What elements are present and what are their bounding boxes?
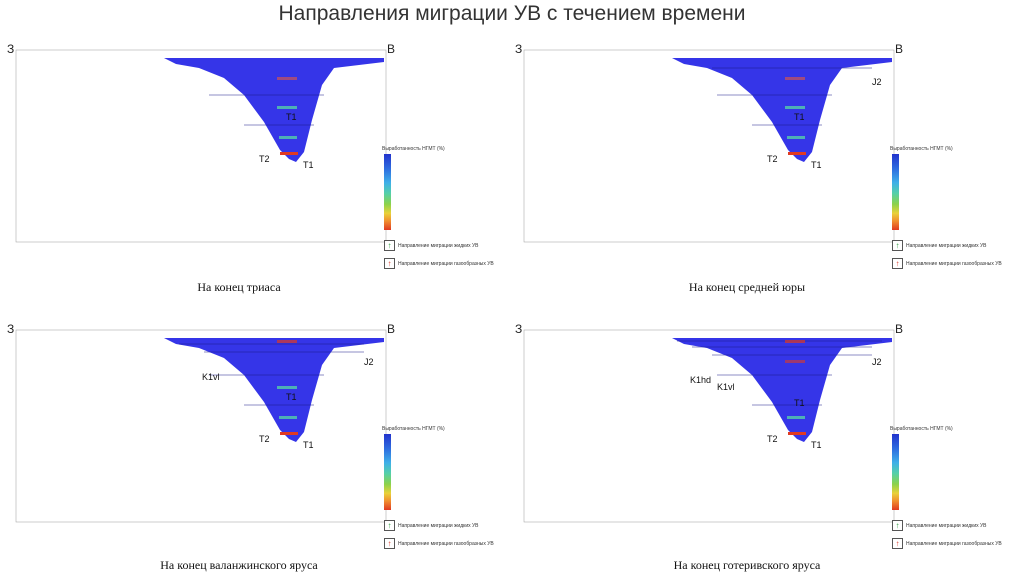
east-label: В — [387, 42, 396, 56]
gas-migration-label: Направление миграции газообразных УВ — [906, 261, 1002, 267]
panel-valanginian: З В K1vl J2 T1 T2 T1 Выработанность НГМТ… — [4, 320, 504, 572]
layer-label: T2 — [767, 434, 778, 444]
liquid-arrow-icon: ↑ — [892, 520, 903, 531]
layer-label: K1vl — [717, 382, 735, 392]
gas-migration-label: Направление миграции газообразных УВ — [398, 261, 494, 267]
panel-hauterivian: З В K1hd K1vl J2 T1 T2 T1 Выработанность… — [512, 320, 1012, 572]
cross-section-chart — [15, 49, 387, 243]
liquid-migration-label: Направление миграции жидких УВ — [906, 523, 987, 529]
layer-label: J2 — [872, 77, 882, 87]
liquid-arrow-icon: ↑ — [892, 240, 903, 251]
panel-caption: На конец валанжинского яруса — [160, 558, 318, 572]
gas-migration-label: Направление миграции газообразных УВ — [906, 541, 1002, 547]
east-label: В — [895, 322, 904, 336]
legend-title: Выработанность НГМТ (%) — [382, 426, 445, 432]
layer-label: K1hd — [690, 375, 712, 385]
west-label: З — [7, 322, 15, 336]
layer-label: T1 — [303, 160, 314, 170]
layer-label: J2 — [364, 357, 374, 367]
layer-label: J2 — [872, 357, 882, 367]
east-label: В — [387, 322, 396, 336]
panel-caption: На конец готеривского яруса — [673, 558, 821, 572]
liquid-migration-label: Направление миграции жидких УВ — [398, 523, 479, 529]
layer-label: T1 — [794, 112, 805, 122]
page-title: Направления миграции УВ с течением време… — [278, 2, 746, 25]
panel-caption: На конец триаса — [197, 280, 281, 294]
liquid-migration-label: Направление миграции жидких УВ — [906, 243, 987, 249]
panel-middle-jurassic: З В J2 T1 T2 T1 Выработанность НГМТ (%) … — [512, 40, 1012, 294]
legend-title: Выработанность НГМТ (%) — [890, 146, 953, 152]
cross-section-chart — [15, 329, 387, 523]
east-label: В — [895, 42, 904, 56]
west-label: З — [515, 42, 523, 56]
legend: Выработанность НГМТ (%) ↑ Направление ми… — [890, 146, 1010, 269]
gas-migration-label: Направление миграции газообразных УВ — [398, 541, 494, 547]
west-label: З — [515, 322, 523, 336]
legend-color-scale — [384, 154, 391, 230]
layer-label: T1 — [794, 398, 805, 408]
layer-label: T1 — [286, 112, 297, 122]
layer-label: T1 — [286, 392, 297, 402]
panel-caption: На конец средней юры — [688, 280, 806, 294]
gas-arrow-icon: ↑ — [384, 538, 395, 549]
legend-title: Выработанность НГМТ (%) — [890, 426, 953, 432]
liquid-migration-label: Направление миграции жидких УВ — [398, 243, 479, 249]
gas-arrow-icon: ↑ — [892, 258, 903, 269]
layer-label: T2 — [259, 434, 270, 444]
gas-arrow-icon: ↑ — [384, 258, 395, 269]
legend-color-scale — [384, 434, 391, 510]
liquid-arrow-icon: ↑ — [384, 520, 395, 531]
legend-color-scale — [892, 434, 899, 510]
cross-section-chart — [523, 49, 895, 243]
gas-arrow-icon: ↑ — [892, 538, 903, 549]
legend-color-scale — [892, 154, 899, 230]
legend: Выработанность НГМТ (%) ↑ Направление ми… — [890, 426, 1010, 549]
layer-label: T1 — [811, 440, 822, 450]
liquid-arrow-icon: ↑ — [384, 240, 395, 251]
layer-label: T2 — [767, 154, 778, 164]
layer-label: T1 — [303, 440, 314, 450]
layer-label: T2 — [259, 154, 270, 164]
layer-label: K1vl — [202, 372, 220, 382]
panel-triassic: З В T1 T2 T1 Выработанность НГМТ (%) ↑ Н… — [4, 40, 504, 294]
legend-title: Выработанность НГМТ (%) — [382, 146, 445, 152]
legend: Выработанность НГМТ (%) ↑ Направление ми… — [382, 426, 502, 549]
legend: Выработанность НГМТ (%) ↑ Направление ми… — [382, 146, 502, 269]
west-label: З — [7, 42, 15, 56]
cross-section-chart — [523, 329, 895, 523]
layer-label: T1 — [811, 160, 822, 170]
